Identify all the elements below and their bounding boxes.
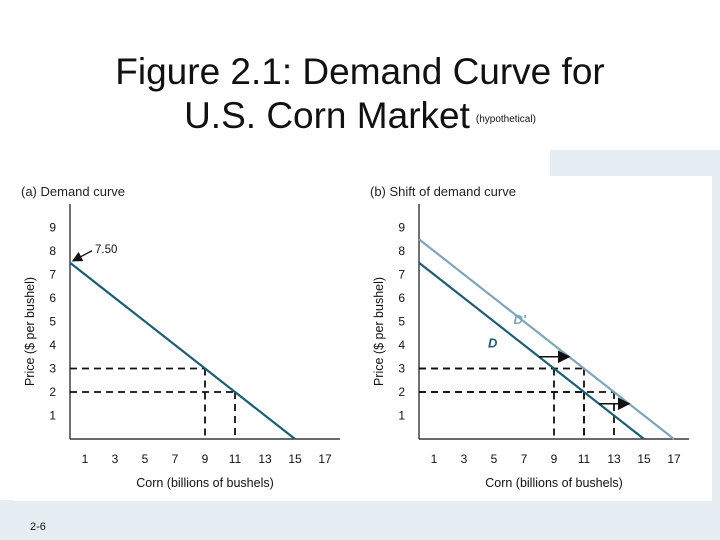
x-tick-label: 13 — [258, 452, 272, 466]
title-note: (hypothetical) — [475, 114, 536, 125]
y-tick-label: 3 — [49, 362, 56, 376]
y-tick-label: 5 — [398, 315, 405, 329]
y-tick-label: 2 — [49, 385, 56, 399]
x-tick-label: 15 — [637, 452, 651, 466]
y-tick-label: 7 — [49, 268, 56, 282]
y-tick-label: 6 — [49, 291, 56, 305]
background-fade-bottom — [0, 500, 720, 540]
chart-title: (a) Demand curve — [21, 184, 125, 199]
x-tick-label: 17 — [318, 452, 332, 466]
chart-panel-b: (b) Shift of demand curve 1 2 3 4 5 6 7 8 9 1 3 5 7 9 1… — [362, 176, 712, 501]
y-tick-label: 3 — [398, 362, 405, 376]
x-tick-label: 9 — [551, 452, 558, 466]
annotation-label: 7.50 — [95, 244, 117, 256]
x-tick-label: 7 — [521, 452, 528, 466]
title-line-2: U.S. Corn Market (hypothetical) — [60, 94, 660, 142]
y-tick-label: 4 — [49, 338, 56, 352]
y-tick-label: 1 — [398, 409, 405, 423]
title-line-2-text: U.S. Corn Market — [184, 95, 470, 136]
x-tick-label: 5 — [491, 452, 498, 466]
x-tick-label: 1 — [431, 452, 438, 466]
x-tick-label: 5 — [142, 452, 149, 466]
y-tick-label: 6 — [398, 291, 405, 305]
chart-title: (b) Shift of demand curve — [370, 184, 516, 199]
series-label-D: D — [488, 335, 498, 350]
y-tick-label: 9 — [49, 221, 56, 235]
x-tick-label: 1 — [82, 452, 89, 466]
y-tick-label: 8 — [49, 244, 56, 258]
x-tick-label: 7 — [172, 452, 179, 466]
slide-number: 2-6 — [30, 521, 46, 533]
demand-curve-D-prime — [418, 238, 675, 440]
x-tick-label: 9 — [202, 452, 209, 466]
x-tick-label: 11 — [578, 452, 591, 466]
annotation-arrow — [71, 250, 93, 262]
y-tick-label: 7 — [398, 268, 405, 282]
title-line-1: Figure 2.1: Demand Curve for — [115, 51, 605, 92]
y-tick-label: 5 — [49, 315, 56, 329]
y-tick-label: 8 — [398, 244, 405, 258]
x-tick-label: 11 — [229, 452, 242, 466]
demand-curve-line — [69, 261, 296, 440]
y-tick-label: 1 — [49, 409, 56, 423]
x-axis-label: Corn (billions of bushels) — [136, 476, 274, 490]
x-axis-label: Corn (billions of bushels) — [485, 476, 623, 490]
x-tick-label: 3 — [112, 452, 119, 466]
x-tick-label: 13 — [607, 452, 621, 466]
y-axis-label: Price ($ per bushel) — [372, 277, 386, 386]
x-tick-label: 15 — [288, 452, 302, 466]
y-tick-label: 2 — [398, 385, 405, 399]
chart-panel-a: (a) Demand curve 1 2 3 4 5 6 7 8 9 1 3 5 7 9 11 13 15 17 Co… — [13, 176, 363, 501]
demand-curve-D — [418, 261, 645, 440]
y-tick-label: 4 — [398, 338, 405, 352]
y-tick-label: 9 — [398, 221, 405, 235]
x-tick-label: 3 — [461, 452, 468, 466]
slide-title: Figure 2.1: Demand Curve for U.S. Corn M… — [60, 50, 660, 142]
x-tick-label: 17 — [667, 452, 681, 466]
series-label-D-prime: D' — [514, 312, 527, 327]
y-axis-label: Price ($ per bushel) — [23, 277, 37, 386]
